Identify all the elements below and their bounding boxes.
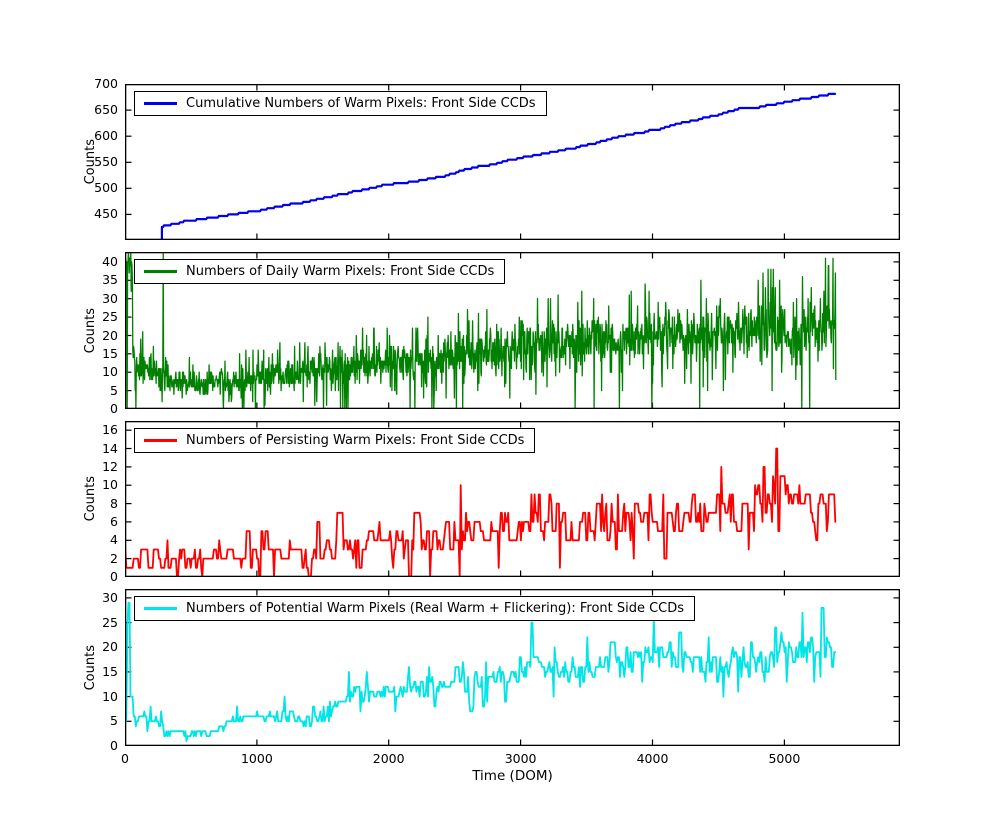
- y-tick-label: 0: [110, 738, 118, 753]
- y-tick-label: 20: [102, 639, 118, 655]
- legend: Numbers of Persisting Warm Pixels: Front…: [134, 428, 536, 453]
- x-tick-label: 4000: [636, 751, 669, 766]
- x-tick-label: 2000: [372, 751, 405, 766]
- y-tick-label: 0: [110, 401, 118, 416]
- y-tick-label: 15: [102, 663, 118, 679]
- y-tick-label: 10: [102, 364, 118, 380]
- y-tick-label: 6: [110, 513, 118, 529]
- y-tick-label: 5: [110, 382, 118, 398]
- y-axis-label: Counts: [83, 644, 98, 691]
- y-tick-label: 5: [110, 713, 118, 729]
- y-tick-label: 30: [102, 589, 118, 605]
- legend: Cumulative Numbers of Warm Pixels: Front…: [134, 91, 547, 116]
- y-tick-label: 16: [102, 422, 118, 438]
- y-tick-label: 14: [102, 440, 118, 456]
- y-tick-label: 40: [102, 253, 118, 269]
- plot-canvas-persisting: [125, 421, 900, 577]
- y-tick-label: 25: [102, 309, 118, 325]
- y-tick-label: 4: [110, 532, 118, 548]
- legend-label: Numbers of Potential Warm Pixels (Real W…: [186, 601, 685, 616]
- plot-canvas-cumulative: [125, 84, 900, 240]
- y-axis-label: Counts: [83, 476, 98, 522]
- legend-line-sample-green: [144, 270, 177, 273]
- y-tick-label: 35: [102, 272, 118, 288]
- x-tick-label: 3000: [504, 751, 537, 766]
- legend-label: Numbers of Daily Warm Pixels: Front Side…: [186, 264, 495, 279]
- plot-canvas-daily: [125, 252, 900, 409]
- y-tick-label: 2: [110, 550, 118, 566]
- legend-label: Numbers of Persisting Warm Pixels: Front…: [186, 433, 525, 448]
- y-axis-label: Counts: [83, 139, 98, 185]
- plot-canvas-potential: [125, 589, 900, 746]
- y-axis-label: Counts: [83, 307, 98, 354]
- y-tick-label: 15: [102, 345, 118, 361]
- y-tick-label: 0: [110, 569, 118, 584]
- subplot-daily-warm-pixels: 0 5 10 15 20 25 30 35 40 Counts Numbers of Daily…: [83, 252, 900, 416]
- y-tick-label: 20: [102, 327, 118, 343]
- legend: Numbers of Daily Warm Pixels: Front Side…: [134, 259, 506, 284]
- x-axis-title: Time (DOM): [472, 768, 553, 784]
- x-tick-label: 5000: [768, 751, 801, 766]
- y-tick-label: 8: [110, 495, 118, 511]
- y-tick-label: 12: [102, 458, 118, 474]
- y-tick-label: 30: [102, 290, 118, 306]
- subplot-cumulative-warm-pixels: 450 500 550 600 650 700 Counts Cumulative Num…: [83, 76, 900, 240]
- subplot-persisting-warm-pixels: 0 2 4 6 8 10 12 14 16 Counts Numbers of Persisti…: [83, 421, 900, 584]
- legend: Numbers of Potential Warm Pixels (Real W…: [134, 596, 696, 621]
- y-tick-label: 10: [102, 477, 118, 493]
- x-tick-label: 0: [121, 751, 129, 766]
- legend-label: Cumulative Numbers of Warm Pixels: Front…: [186, 96, 536, 111]
- legend-line-sample-cyan: [144, 607, 177, 610]
- legend-line-sample-blue: [144, 102, 177, 105]
- x-tick-label: 1000: [240, 751, 273, 766]
- subplot-potential-warm-pixels: 0 5 10 15 20 25 30 0 1000 2000 3000 4000 5000 Count…: [83, 589, 900, 784]
- y-tick-label: 25: [102, 614, 118, 630]
- y-tick-label: 10: [102, 688, 118, 704]
- legend-line-sample-red: [144, 439, 177, 442]
